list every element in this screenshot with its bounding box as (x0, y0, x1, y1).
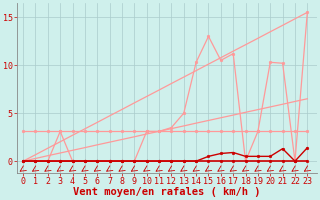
X-axis label: Vent moyen/en rafales ( km/h ): Vent moyen/en rafales ( km/h ) (73, 187, 261, 197)
